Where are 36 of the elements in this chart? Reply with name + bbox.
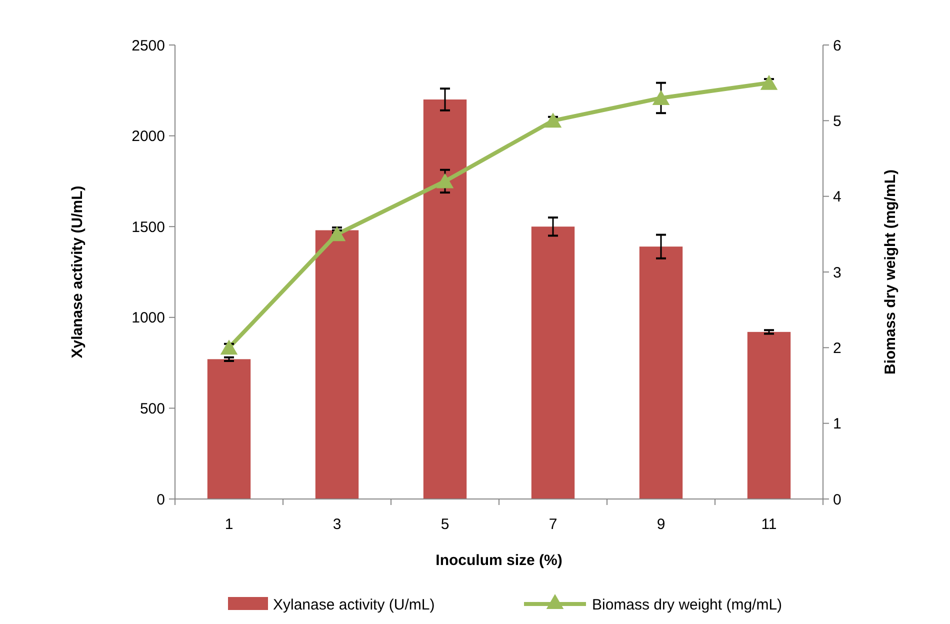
point bbox=[436, 173, 454, 188]
y2-axis-title: Biomass dry weight (mg/mL) bbox=[882, 169, 899, 375]
bar bbox=[207, 359, 251, 499]
point bbox=[652, 90, 670, 105]
y-tick-label: 1000 bbox=[132, 310, 165, 327]
y2-tick-label: 6 bbox=[833, 37, 842, 54]
y-tick-label: 2500 bbox=[132, 37, 165, 54]
y-tick-label: 2000 bbox=[132, 128, 165, 146]
bar bbox=[639, 246, 683, 499]
y2-tick-label: 4 bbox=[833, 188, 842, 206]
bar bbox=[315, 230, 359, 499]
point bbox=[544, 112, 562, 128]
x-tick-label: 7 bbox=[548, 516, 558, 533]
point bbox=[760, 74, 778, 90]
y2-tick-label: 0 bbox=[833, 491, 842, 508]
legend-label: Biomass dry weight (mg/mL) bbox=[592, 596, 782, 614]
x-axis-title: Inoculum size (%) bbox=[436, 552, 562, 569]
y-tick-label: 500 bbox=[140, 400, 165, 418]
point bbox=[220, 340, 238, 355]
legend-label: Xylanase activity (U/mL) bbox=[273, 596, 435, 614]
y-tick-label: 1500 bbox=[132, 218, 165, 236]
bar bbox=[531, 226, 575, 499]
x-tick-label: 3 bbox=[332, 516, 342, 533]
y2-tick-label: 1 bbox=[833, 416, 842, 433]
point bbox=[328, 226, 346, 242]
y-tick-label: 0 bbox=[156, 491, 165, 508]
bar bbox=[747, 332, 791, 499]
x-tick-label: 11 bbox=[761, 516, 777, 533]
x-tick-label: 5 bbox=[440, 516, 450, 533]
y2-tick-label: 3 bbox=[833, 264, 842, 282]
x-tick-label: 9 bbox=[656, 516, 666, 533]
x-tick-label: 1 bbox=[224, 516, 234, 533]
y2-tick-label: 2 bbox=[833, 340, 842, 357]
y2-tick-label: 5 bbox=[833, 112, 842, 130]
y-axis-title: Xylanase activity (U/mL) bbox=[69, 186, 86, 358]
bar bbox=[423, 99, 467, 499]
